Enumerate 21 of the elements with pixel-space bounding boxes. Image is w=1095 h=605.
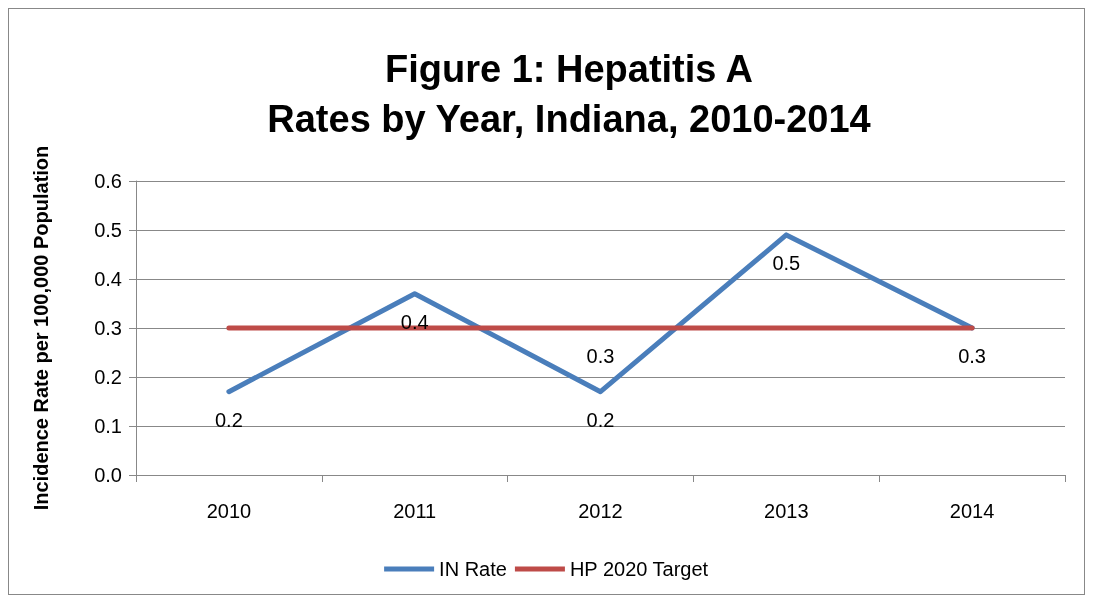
x-tick-label: 2013 <box>764 500 809 522</box>
y-tick-label: 0.5 <box>94 219 122 241</box>
chart-title: Figure 1: Hepatitis A Rates by Year, Indiana, 2010-2014 <box>267 48 871 140</box>
y-tick-label: 0.3 <box>94 317 122 339</box>
x-tick-label: 2014 <box>949 500 995 522</box>
y-tick-label: 0.4 <box>94 268 122 290</box>
data-label: 0.3 <box>586 345 615 367</box>
y-tick-label: 0.6 <box>94 170 122 192</box>
x-tick-label: 2011 <box>393 500 437 522</box>
y-axis-title: Incidence Rate per 100,000 Population <box>30 145 52 511</box>
data-label: 0.2 <box>586 408 615 431</box>
data-label: 0.2 <box>214 408 243 431</box>
x-tick-label: 2012 <box>578 500 623 522</box>
y-tick-label: 0.2 <box>94 366 122 388</box>
x-tick-label: 2010 <box>206 500 252 522</box>
legend-label: HP 2020 Target <box>569 558 709 580</box>
y-tick-label: 0.1 <box>94 415 122 437</box>
legend-label: IN Rate <box>439 558 507 580</box>
data-label: 0.5 <box>772 251 801 274</box>
y-tick-label: 0.0 <box>94 464 122 486</box>
data-label: 0.3 <box>958 345 987 367</box>
